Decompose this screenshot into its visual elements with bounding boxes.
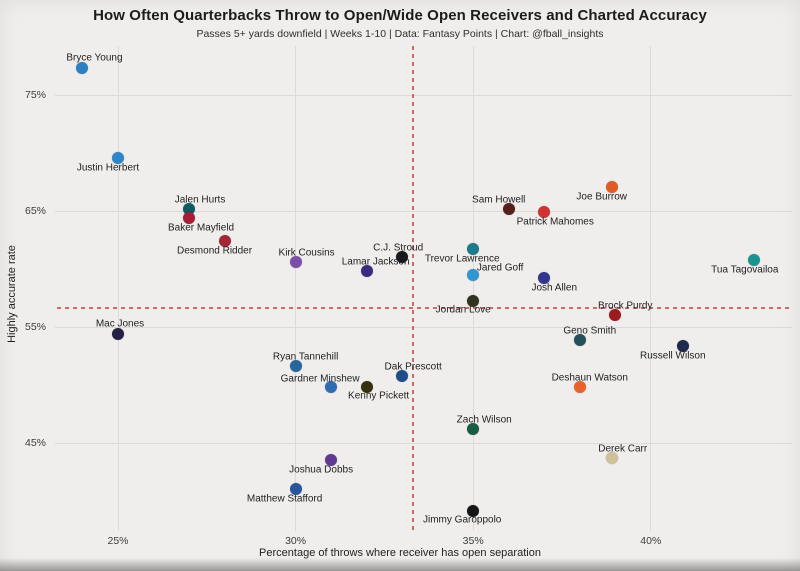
qb-label-geno-smith: Geno Smith — [563, 325, 617, 337]
qb-dot-derek-carr — [605, 452, 618, 465]
qb-dot-russell-wilson — [676, 339, 689, 352]
y-tick-label-75: 75% — [24, 89, 46, 101]
y-gridline-55 — [55, 326, 792, 328]
qb-label-baker-mayfield: Baker Mayfield — [167, 222, 235, 234]
qb-label-derek-carr: Derek Carr — [598, 443, 648, 455]
x-tick-label-30: 30% — [285, 535, 307, 547]
qb-label-brock-purdy: Brock Purdy — [598, 300, 653, 312]
qb-dot-ryan-tannehill — [289, 360, 302, 373]
qb-dot-sam-howell — [502, 202, 515, 215]
qb-dot-bryce-young — [76, 62, 89, 75]
qb-dot-jalen-hurts — [183, 202, 196, 215]
qb-label-matthew-stafford: Matthew Stafford — [246, 493, 323, 505]
mean-accuracy-dashed-line — [57, 307, 792, 310]
qb-dot-trevor-lawrence — [467, 243, 480, 256]
qb-label-jimmy-garoppolo: Jimmy Garoppolo — [423, 514, 502, 526]
qb-label-russell-wilson: Russell Wilson — [639, 350, 706, 362]
x-tick-label-40: 40% — [640, 535, 662, 547]
qb-label-dak-prescott: Dak Prescott — [384, 361, 442, 373]
qb-label-c-j-stroud: C.J. Stroud — [373, 242, 424, 254]
chart-subtitle: Passes 5+ yards downfield | Weeks 1-10 |… — [196, 28, 604, 40]
qb-label-trevor-lawrence: Trevor Lawrence — [424, 253, 500, 265]
qb-label-gardner-minshew: Gardner Minshew — [280, 373, 360, 385]
qb-dot-mac-jones — [112, 327, 124, 340]
qb-label-kenny-pickett: Kenny Pickett — [348, 390, 410, 402]
x-gridline-25 — [117, 46, 119, 531]
qb-label-kirk-cousins: Kirk Cousins — [278, 247, 335, 259]
qb-dot-geno-smith — [573, 333, 586, 346]
chart-title: How Often Quarterbacks Throw to Open/Wid… — [93, 7, 707, 24]
qb-label-bryce-young: Bryce Young — [66, 52, 123, 64]
qb-label-joe-burrow: Joe Burrow — [576, 191, 628, 203]
qb-label-joshua-dobbs: Joshua Dobbs — [289, 464, 354, 476]
qb-dot-jimmy-garoppolo — [467, 505, 480, 518]
x-gridline-30 — [295, 46, 297, 531]
qb-dot-jared-goff — [467, 268, 480, 281]
y-tick-label-45: 45% — [24, 437, 46, 449]
x-axis-title: Percentage of throws where receiver has … — [259, 547, 541, 559]
qb-label-desmond-ridder: Desmond Ridder — [177, 245, 253, 257]
qb-label-zach-wilson: Zach Wilson — [456, 414, 512, 426]
qb-label-jared-goff: Jared Goff — [476, 262, 524, 274]
qb-dot-deshaun-watson — [573, 381, 586, 394]
qb-dot-jordan-love — [467, 295, 480, 308]
qb-dot-justin-herbert — [112, 151, 124, 164]
qb-dot-patrick-mahomes — [538, 206, 551, 219]
x-gridline-35 — [472, 46, 474, 531]
qb-dot-joshua-dobbs — [325, 454, 338, 467]
x-tick-label-25: 25% — [107, 535, 129, 547]
qb-dot-matthew-stafford — [289, 483, 302, 496]
qb-dot-baker-mayfield — [183, 211, 196, 224]
qb-label-tua-tagovailoa: Tua Tagovailoa — [711, 264, 779, 276]
qb-label-deshaun-watson: Deshaun Watson — [551, 372, 628, 384]
x-gridline-40 — [650, 46, 652, 531]
x-tick-label-35: 35% — [462, 535, 484, 547]
qb-label-ryan-tannehill: Ryan Tannehill — [272, 351, 339, 363]
bottom-shadow — [0, 558, 800, 571]
qb-dot-josh-allen — [538, 272, 551, 285]
qb-dot-kirk-cousins — [289, 256, 302, 269]
qb-label-justin-herbert: Justin Herbert — [76, 162, 140, 174]
qb-dot-desmond-ridder — [218, 235, 231, 248]
qb-dot-brock-purdy — [609, 309, 622, 322]
y-gridline-65 — [55, 210, 792, 212]
qb-dot-kenny-pickett — [360, 381, 373, 394]
qb-label-patrick-mahomes: Patrick Mahomes — [516, 216, 594, 228]
qb-dot-lamar-jackson — [360, 265, 373, 278]
y-tick-label-55: 55% — [24, 321, 46, 333]
qb-dot-zach-wilson — [467, 423, 480, 436]
qb-label-lamar-jackson: Lamar Jackson — [341, 256, 410, 268]
mean-separation-dashed-line — [411, 46, 414, 532]
qb-label-mac-jones: Mac Jones — [95, 318, 145, 330]
qb-dot-c-j-stroud — [396, 251, 409, 264]
qb-dot-dak-prescott — [396, 369, 409, 382]
qb-label-jalen-hurts: Jalen Hurts — [174, 194, 226, 206]
qb-dot-joe-burrow — [605, 180, 618, 193]
qb-label-jordan-love: Jordan Love — [435, 304, 491, 316]
qb-dot-tua-tagovailoa — [747, 253, 760, 266]
y-axis-title: Highly accurate rate — [6, 245, 18, 343]
y-gridline-45 — [55, 442, 792, 444]
qb-dot-gardner-minshew — [325, 381, 338, 394]
qb-label-josh-allen: Josh Allen — [531, 282, 578, 294]
y-tick-label-65: 65% — [24, 205, 46, 217]
qb-label-sam-howell: Sam Howell — [472, 194, 526, 206]
y-gridline-75 — [55, 94, 792, 96]
